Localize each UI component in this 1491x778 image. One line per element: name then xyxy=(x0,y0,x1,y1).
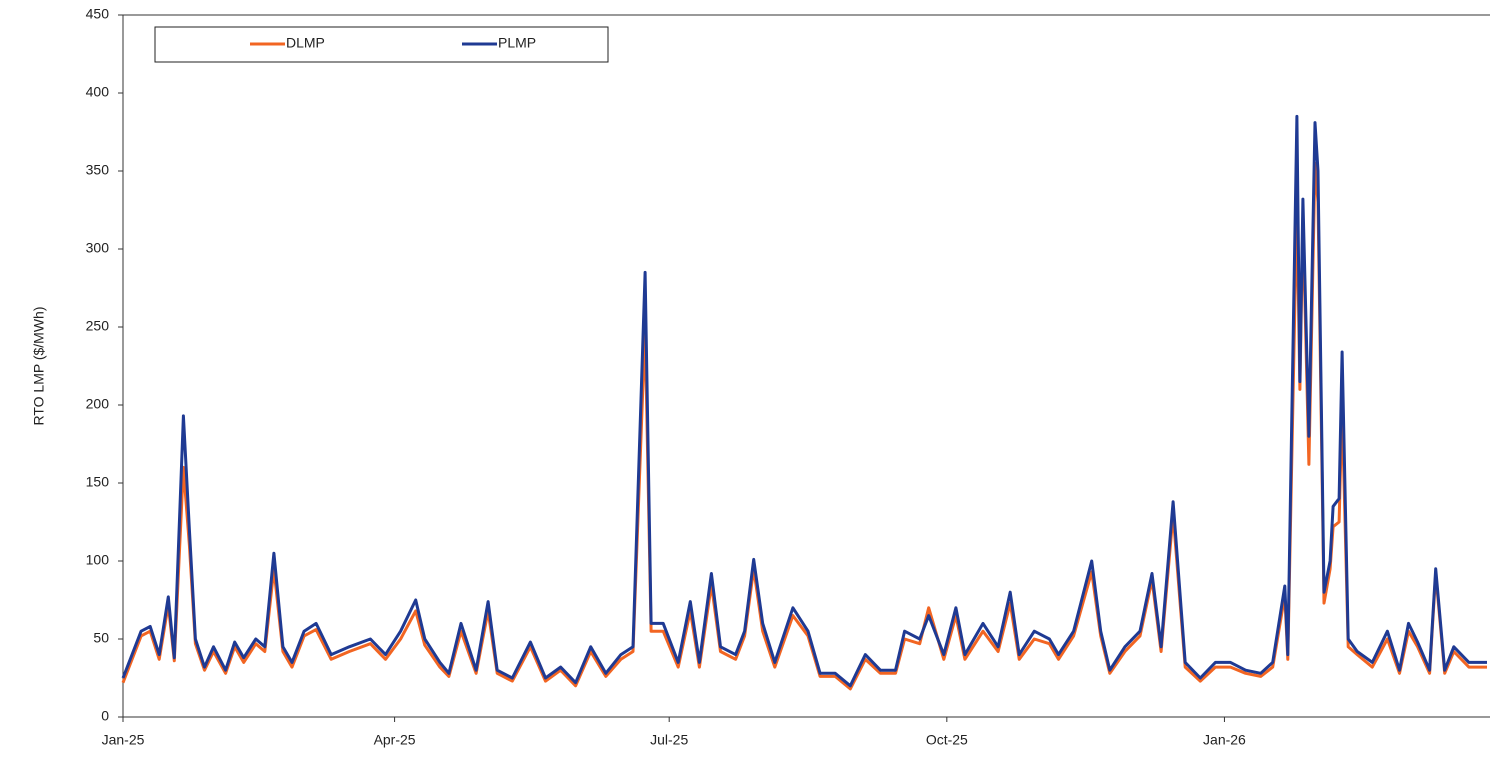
y-tick-label: 150 xyxy=(86,474,110,490)
x-tick-label: Jul-25 xyxy=(650,732,688,748)
y-tick-label: 250 xyxy=(86,318,110,334)
y-tick-label: 450 xyxy=(86,6,110,22)
y-tick-label: 300 xyxy=(86,240,110,256)
x-tick-label: Apr-25 xyxy=(374,732,416,748)
y-tick-label: 50 xyxy=(93,630,109,646)
legend-label: PLMP xyxy=(498,35,536,51)
y-tick-label: 400 xyxy=(86,84,110,100)
x-tick-label: Jan-25 xyxy=(102,732,145,748)
y-tick-label: 100 xyxy=(86,552,110,568)
y-tick-label: 200 xyxy=(86,396,110,412)
legend-box xyxy=(154,26,609,63)
y-tick-label: 0 xyxy=(101,708,109,724)
x-tick-label: Oct-25 xyxy=(926,732,968,748)
y-axis-label: RTO LMP ($/MWh) xyxy=(31,306,47,425)
legend-label: DLMP xyxy=(286,35,325,51)
y-tick-label: 350 xyxy=(86,162,110,178)
x-tick-label: Jan-26 xyxy=(1203,732,1246,748)
series-line xyxy=(121,114,1487,688)
